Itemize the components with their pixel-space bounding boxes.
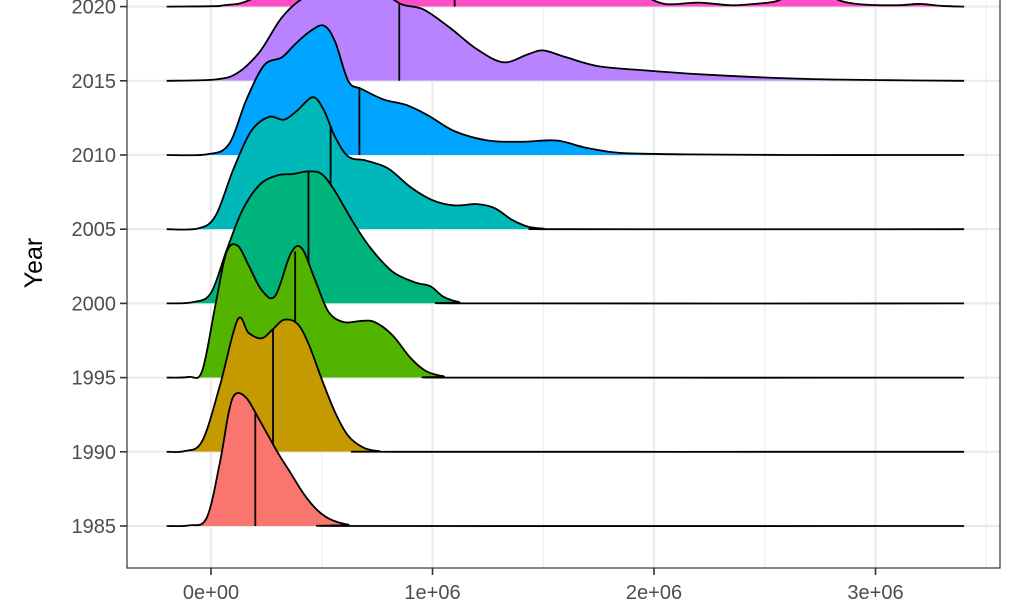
y-tick-label-1990: 1990: [72, 442, 117, 464]
ridge-outline-1985: [166, 392, 965, 528]
ridge-outline-2015: [166, 0, 965, 82]
y-tick-label-2005: 2005: [72, 219, 117, 241]
y-tick-label-2015: 2015: [72, 71, 117, 93]
x-tick-label-0: 0e+00: [183, 582, 239, 600]
y-tick-label-2010: 2010: [72, 145, 117, 167]
ridge-fill-2000: [193, 171, 460, 304]
y-tick-label-2020: 2020: [72, 0, 117, 19]
ridge-outline-1990: [166, 316, 965, 453]
panel-border: [126, 0, 1001, 569]
ridge-outline-2010: [166, 24, 965, 157]
ridge-2020: [166, 0, 965, 8]
x-axis: 0e+00 1e+06 2e+06 3e+06: [183, 568, 904, 600]
y-axis-title: Year: [20, 238, 48, 289]
ridge-outline-2005: [166, 96, 965, 231]
ridge-1985: [166, 392, 965, 528]
ridge-fill-1985: [188, 392, 349, 526]
x-tick-label-2: 2e+06: [626, 582, 682, 600]
ridges: [166, 0, 965, 528]
y-tick-label-1985: 1985: [72, 516, 117, 538]
y-axis: 1985 1990 1995 2000 2005 2010 2015 2020: [72, 0, 127, 538]
ridge-fill-2015: [215, 0, 898, 81]
ridge-2015: [166, 0, 965, 82]
x-tick-label-3: 3e+06: [847, 582, 903, 600]
ridge-outline-1995: [166, 243, 965, 379]
y-tick-label-1995: 1995: [72, 368, 117, 390]
y-tick-label-2000: 2000: [72, 293, 117, 315]
x-tick-label-1: 1e+06: [404, 582, 460, 600]
ridge-outline-2020: [166, 0, 965, 8]
ridge-outline-2000: [166, 170, 965, 305]
